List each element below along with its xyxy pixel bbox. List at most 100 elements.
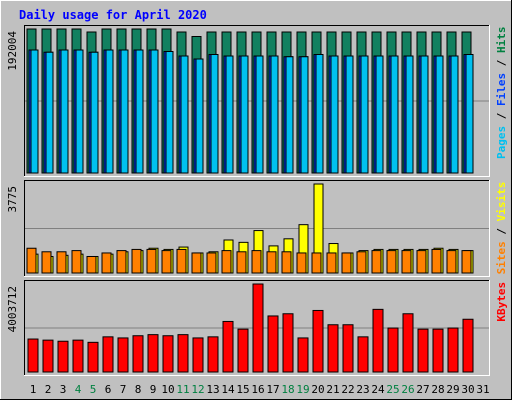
x-tick-label-30: 30 bbox=[461, 383, 474, 396]
bar-hits-pages-day-16 bbox=[255, 55, 264, 174]
bar-visits-sites-day-13 bbox=[206, 252, 217, 274]
x-tick-label-6: 6 bbox=[105, 383, 112, 396]
bar-kbytes-kbytes-day-1 bbox=[27, 338, 39, 373]
bar-kbytes-kbytes-day-25 bbox=[387, 327, 399, 373]
panel-visits-legend-part-2: Visits bbox=[495, 182, 508, 222]
bar-kbytes-kbytes-day-7 bbox=[117, 337, 129, 373]
bar-hits-pages-day-8 bbox=[135, 49, 144, 174]
bar-visits-sites-day-3 bbox=[56, 251, 67, 274]
panel-hits-legend: Pages / Files / Hits bbox=[495, 27, 508, 160]
bar-hits-pages-day-20 bbox=[315, 54, 324, 174]
bar-kbytes-kbytes-day-9 bbox=[147, 334, 159, 373]
panel-hits-max-label: 192004 bbox=[6, 31, 19, 71]
x-tick-label-7: 7 bbox=[120, 383, 127, 396]
bar-hits-pages-day-6 bbox=[105, 49, 114, 174]
panel-hits-legend-part-2: Files bbox=[495, 73, 508, 106]
x-tick-label-29: 29 bbox=[446, 383, 459, 396]
bar-visits-sites-day-8 bbox=[131, 248, 142, 274]
x-tick-label-16: 16 bbox=[251, 383, 264, 396]
bar-visits-sites-day-27 bbox=[416, 250, 427, 274]
bar-kbytes-kbytes-day-23 bbox=[357, 336, 369, 373]
bar-kbytes-kbytes-day-29 bbox=[447, 327, 459, 373]
bar-hits-pages-day-11 bbox=[180, 55, 189, 174]
bar-visits-sites-day-6 bbox=[101, 252, 112, 274]
bar-visits-sites-day-30 bbox=[461, 250, 472, 274]
bar-hits-pages-day-24 bbox=[375, 55, 384, 174]
bar-visits-sites-day-5 bbox=[86, 255, 97, 274]
x-tick-label-17: 17 bbox=[266, 383, 279, 396]
x-tick-label-24: 24 bbox=[371, 383, 385, 396]
x-tick-label-5: 5 bbox=[90, 383, 97, 396]
panel-hits-legend-part-0: Pages bbox=[495, 126, 508, 159]
x-tick-label-8: 8 bbox=[135, 383, 142, 396]
bar-kbytes-kbytes-day-14 bbox=[222, 320, 234, 373]
bar-kbytes-kbytes-day-24 bbox=[372, 308, 384, 373]
bar-hits-pages-day-14 bbox=[225, 55, 234, 174]
x-tick-label-15: 15 bbox=[236, 383, 249, 396]
x-tick-label-13: 13 bbox=[206, 383, 219, 396]
bar-kbytes-kbytes-day-30 bbox=[462, 318, 474, 373]
bar-kbytes-kbytes-day-11 bbox=[177, 334, 189, 373]
panel-visits-legend-part-0: Sites bbox=[495, 241, 508, 274]
bar-kbytes-kbytes-day-2 bbox=[42, 339, 54, 373]
bar-kbytes-kbytes-day-21 bbox=[327, 324, 339, 373]
bar-visits-sites-day-9 bbox=[146, 248, 157, 274]
x-tick-label-19: 19 bbox=[296, 383, 309, 396]
x-tick-label-10: 10 bbox=[161, 383, 174, 396]
bar-kbytes-kbytes-day-20 bbox=[312, 309, 324, 373]
x-tick-label-22: 22 bbox=[341, 383, 354, 396]
bar-hits-pages-day-5 bbox=[90, 51, 99, 174]
bar-visits-sites-day-18 bbox=[281, 251, 292, 274]
bar-hits-pages-day-3 bbox=[60, 49, 69, 174]
bar-visits-sites-day-26 bbox=[401, 250, 412, 274]
panel-visits-max-label: 3775 bbox=[6, 186, 19, 213]
panel-kbytes-legend: KBytes bbox=[495, 282, 508, 322]
bar-kbytes-kbytes-day-5 bbox=[87, 341, 99, 373]
x-tick-label-12: 12 bbox=[191, 383, 204, 396]
bar-hits-pages-day-21 bbox=[330, 55, 339, 174]
x-tick-label-18: 18 bbox=[281, 383, 294, 396]
bar-hits-pages-day-4 bbox=[75, 49, 84, 174]
x-tick-label-2: 2 bbox=[45, 383, 52, 396]
bar-kbytes-kbytes-day-8 bbox=[132, 335, 144, 373]
bar-hits-pages-day-22 bbox=[345, 55, 354, 174]
x-tick-label-4: 4 bbox=[75, 383, 82, 396]
bar-visits-sites-day-1 bbox=[26, 247, 37, 274]
bar-hits-pages-day-10 bbox=[165, 51, 174, 174]
bar-hits-pages-day-19 bbox=[300, 56, 309, 174]
bar-kbytes-kbytes-day-28 bbox=[432, 328, 444, 373]
bar-visits-sites-day-17 bbox=[266, 251, 277, 274]
bar-kbytes-kbytes-day-17 bbox=[267, 315, 279, 373]
bar-hits-pages-day-23 bbox=[360, 55, 369, 174]
panel-visits: 3775 Sites / Visits bbox=[6, 180, 508, 277]
bar-kbytes-kbytes-day-16 bbox=[252, 283, 264, 373]
x-tick-label-31: 31 bbox=[476, 383, 489, 396]
bar-visits-sites-day-12 bbox=[191, 252, 202, 274]
bar-hits-pages-day-15 bbox=[240, 55, 249, 174]
bar-visits-sites-day-11 bbox=[176, 248, 187, 274]
bar-hits-pages-day-27 bbox=[420, 55, 429, 174]
panel-hits: 192004 Pages / Files / Hits bbox=[6, 25, 508, 177]
bar-visits-sites-day-19 bbox=[296, 252, 307, 274]
x-tick-label-21: 21 bbox=[326, 383, 339, 396]
bar-visits-sites-day-24 bbox=[371, 250, 382, 274]
x-tick-label-28: 28 bbox=[431, 383, 444, 396]
bar-visits-sites-day-20 bbox=[311, 252, 322, 274]
x-axis-tick-labels: 1 2 3 4 5 6 7 8 9 10 11 12 13 14 15 16 17 18 19 20 21 22 23 24 2… bbox=[30, 383, 490, 396]
bar-visits-sites-day-15 bbox=[236, 251, 247, 274]
bar-visits-sites-day-2 bbox=[41, 251, 52, 274]
bar-hits-pages-day-30 bbox=[465, 54, 474, 174]
bar-kbytes-kbytes-day-12 bbox=[192, 337, 204, 373]
x-tick-label-14: 14 bbox=[221, 383, 235, 396]
bar-kbytes-kbytes-day-4 bbox=[72, 339, 84, 373]
bar-hits-pages-day-9 bbox=[150, 49, 159, 174]
bar-hits-pages-day-18 bbox=[285, 56, 294, 174]
panel-kbytes-legend-part-0: KBytes bbox=[495, 282, 508, 322]
panel-hits-legend-part-3: / bbox=[495, 53, 508, 73]
bar-kbytes-kbytes-day-13 bbox=[207, 336, 219, 373]
bar-visits-sites-day-23 bbox=[356, 251, 367, 274]
bar-kbytes-kbytes-day-26 bbox=[402, 313, 414, 373]
chart-title: Daily usage for April 2020 bbox=[19, 8, 207, 22]
